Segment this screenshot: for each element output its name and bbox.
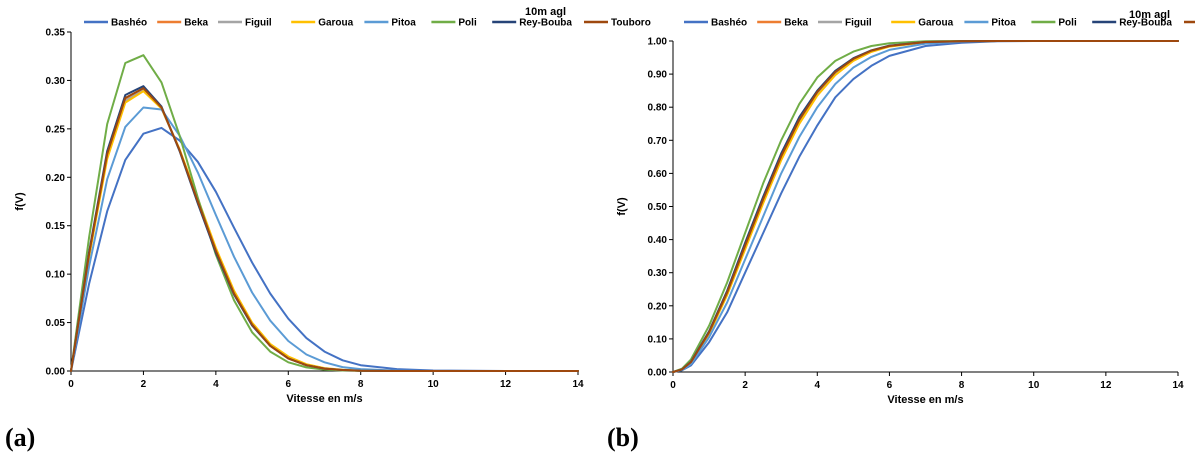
series-line-2: [672, 40, 1179, 373]
series-line-3: [672, 40, 1179, 373]
y-tick-label: 0.70: [648, 136, 668, 147]
legend-label: Pitoa: [391, 18, 416, 29]
legend: Bashéo Beka Figuil Garoua Pitoa Poli Rey-Bouba…: [684, 18, 1195, 29]
chart-panel-a: 0.00 0.05 0.10 0.15 0.20 0.25 0.30 0.35 0 2 4 6 8 10 1…: [5, 6, 651, 452]
x-tick-label: 14: [572, 379, 584, 390]
x-tick-label: 10: [428, 379, 440, 390]
y-tick-label: 1.00: [648, 37, 668, 48]
y-tick-label: 0.10: [46, 270, 66, 281]
y-axis-title: f(V): [14, 192, 26, 211]
x-tick-label: 8: [358, 379, 364, 390]
series-line-6: [70, 85, 579, 372]
height-note: 10m agl: [525, 6, 566, 18]
x-tick-label: 4: [213, 379, 219, 390]
legend-label: Poli: [1058, 18, 1077, 29]
y-tick-label: 0.20: [46, 173, 66, 184]
y-tick-label: 0.15: [46, 221, 66, 232]
y-tick-label: 0.90: [648, 70, 668, 81]
legend-label: Poli: [458, 18, 477, 29]
series-line-4: [70, 106, 579, 372]
x-axis-title: Vitesse en m/s: [286, 393, 362, 405]
x-tick-label: 10: [1028, 380, 1040, 391]
series-line-0: [672, 40, 1179, 373]
series-line-4: [672, 40, 1179, 373]
y-tick-label: 0.05: [46, 318, 66, 329]
legend-label: Bashéo: [111, 18, 147, 29]
x-tick-label: 4: [815, 380, 821, 391]
y-tick-label: 0.20: [648, 301, 668, 312]
x-tick-label: 0: [670, 380, 676, 391]
series-line-6: [672, 40, 1179, 373]
legend-label: Figuil: [845, 18, 872, 29]
panel-label: (a): [5, 423, 35, 452]
y-tick-label: 0.50: [648, 202, 668, 213]
legend-label: Figuil: [245, 18, 272, 29]
legend: Bashéo Beka Figuil Garoua Pitoa Poli Rey-Bouba…: [84, 18, 651, 29]
x-axis-title: Vitesse en m/s: [887, 394, 963, 406]
y-tick-label: 0.25: [46, 124, 66, 135]
series-line-5: [70, 54, 579, 372]
legend-label: Garoua: [918, 18, 953, 29]
y-tick-label: 0.00: [46, 367, 66, 378]
x-tick-label: 12: [500, 379, 512, 390]
panel-label: (b): [607, 423, 639, 452]
x-tick-label: 6: [887, 380, 893, 391]
y-tick-label: 0.60: [648, 169, 668, 180]
height-note: 10m agl: [1129, 9, 1170, 21]
legend-label: Beka: [784, 18, 808, 29]
series-line-7: [672, 40, 1179, 373]
series-line-0: [70, 126, 579, 372]
legend-label: Beka: [184, 18, 208, 29]
y-tick-label: 0.10: [648, 334, 668, 345]
legend-label: Rey-Bouba: [519, 18, 572, 29]
legend-label: Rey-Bouba: [1119, 18, 1172, 29]
y-tick-label: 0.30: [46, 76, 66, 87]
y-axis-title: f(V): [616, 197, 628, 216]
x-tick-label: 14: [1172, 380, 1184, 391]
legend-label: Bashéo: [711, 18, 747, 29]
x-tick-label: 6: [286, 379, 292, 390]
legend-label: Touboro: [611, 18, 651, 29]
x-tick-label: 2: [141, 379, 147, 390]
y-tick-label: 0.00: [648, 368, 668, 379]
chart-panel-b: 0.00 0.10 0.20 0.30 0.40 0.50 0.60 0.70 0.80 0.90…: [607, 9, 1195, 452]
series-line-5: [672, 40, 1179, 373]
legend-label: Garoua: [318, 18, 353, 29]
legend-label: Pitoa: [991, 18, 1016, 29]
series-line-1: [672, 40, 1179, 373]
x-tick-label: 12: [1100, 380, 1112, 391]
y-tick-label: 0.40: [648, 235, 668, 246]
x-tick-label: 0: [68, 379, 74, 390]
y-tick-label: 0.80: [648, 103, 668, 114]
series-line-7: [70, 87, 579, 372]
x-tick-label: 2: [742, 380, 748, 391]
y-tick-label: 0.35: [46, 28, 66, 39]
x-tick-label: 8: [959, 380, 965, 391]
series-line-1: [70, 88, 579, 372]
y-tick-label: 0.30: [648, 268, 668, 279]
